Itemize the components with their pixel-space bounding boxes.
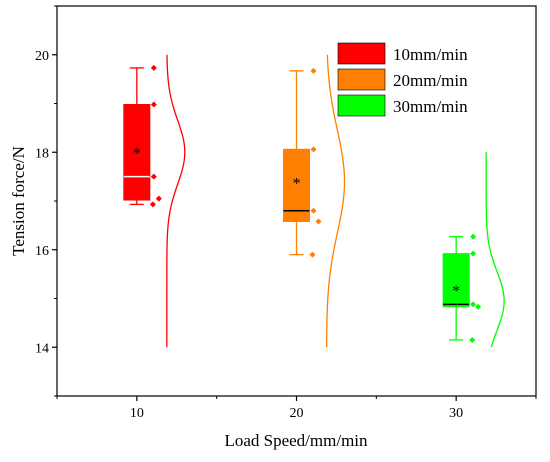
box xyxy=(283,148,310,222)
data-point xyxy=(150,101,157,108)
series-group: * xyxy=(123,54,186,348)
distribution-curve xyxy=(485,152,505,348)
legend-label: 10mm/min xyxy=(393,45,468,64)
data-point xyxy=(150,173,157,180)
legend-swatch xyxy=(337,68,386,91)
data-point xyxy=(470,250,477,257)
data-point xyxy=(315,218,322,225)
box xyxy=(442,253,470,308)
mean-marker: * xyxy=(452,283,460,300)
data-point xyxy=(470,233,477,240)
legend-label: 20mm/min xyxy=(393,71,468,90)
y-tick-label: 16 xyxy=(35,244,49,259)
series-group: * xyxy=(283,54,346,348)
legend-swatch xyxy=(337,42,386,65)
data-point xyxy=(149,201,156,208)
data-point xyxy=(469,336,476,343)
mean-marker: * xyxy=(293,176,301,193)
data-point xyxy=(155,195,162,202)
y-tick-label: 18 xyxy=(35,146,49,161)
distribution-curve xyxy=(166,54,186,348)
data-point xyxy=(310,207,317,214)
data-point xyxy=(150,64,157,71)
data-point xyxy=(470,301,477,308)
data-point xyxy=(310,146,317,153)
x-tick-label: 30 xyxy=(449,406,463,421)
legend-swatch xyxy=(337,94,386,117)
legend: 10mm/min 20mm/min 30mm/min xyxy=(337,42,468,117)
y-tick-label: 20 xyxy=(35,49,49,64)
x-tick-label: 20 xyxy=(290,406,304,421)
plot-area: 14 16 18 20 10 20 30 * * * xyxy=(35,5,537,421)
data-point xyxy=(309,251,316,258)
mean-marker: * xyxy=(133,145,141,162)
series-group: * xyxy=(442,152,505,348)
x-tick-label: 10 xyxy=(130,406,144,421)
y-tick-label: 14 xyxy=(35,341,49,356)
y-axis-title: Tension force/N xyxy=(9,146,28,256)
x-axis-title: Load Speed/mm/min xyxy=(224,431,368,450)
box xyxy=(123,103,151,201)
distribution-curve xyxy=(325,54,346,348)
data-point xyxy=(475,303,482,310)
legend-label: 30mm/min xyxy=(393,97,468,116)
data-point xyxy=(310,67,317,74)
